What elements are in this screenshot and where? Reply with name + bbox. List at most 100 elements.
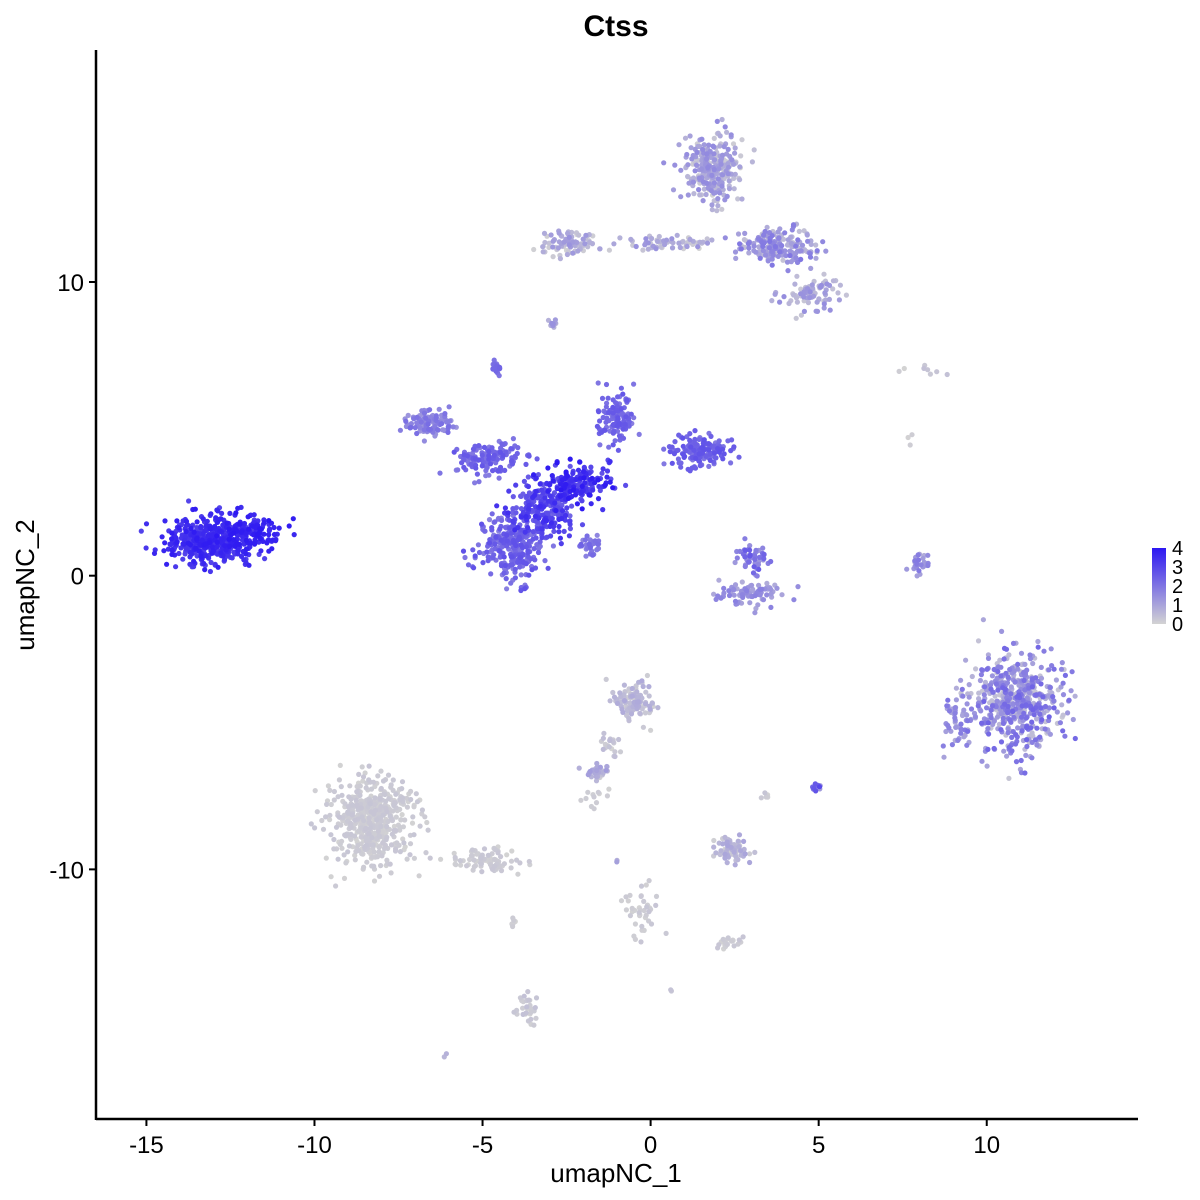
data-point [578,541,584,547]
data-point [419,807,425,813]
data-point [644,904,650,910]
data-point [458,862,464,868]
data-point [257,535,263,542]
data-point [509,923,516,930]
data-point [597,764,604,770]
data-point [759,239,765,246]
data-point [569,478,575,484]
data-point [654,238,661,244]
data-point [476,457,482,463]
data-point [920,555,926,561]
data-point [367,801,373,807]
data-point [769,256,775,262]
data-point [498,563,505,569]
data-point [696,458,703,464]
data-point [779,592,785,598]
data-point [620,391,626,397]
data-point [510,518,516,524]
data-point [550,254,556,260]
data-point [821,301,827,307]
data-point [1034,716,1040,722]
data-point [708,188,715,194]
data-point [476,443,482,449]
data-point [201,560,207,567]
data-point [979,667,985,673]
data-point [808,265,814,271]
data-point [1041,648,1047,654]
data-point [645,246,651,252]
data-point [607,458,613,465]
data-point [1051,666,1057,672]
data-point [739,137,745,143]
data-point [1000,715,1007,722]
data-point [904,566,910,572]
data-point [380,840,386,846]
data-point [520,1011,526,1018]
data-point [675,456,682,462]
data-point [213,515,219,521]
data-point [1072,735,1078,742]
data-point [676,240,682,246]
data-point [793,255,799,261]
data-point [453,862,459,868]
data-point [985,655,992,662]
data-point [523,561,529,567]
data-point [691,447,697,453]
data-point [941,754,947,760]
data-point [756,566,762,573]
x-tick-label: -15 [129,1132,164,1159]
data-point [615,394,621,400]
data-point [438,856,444,862]
data-point [337,841,343,848]
data-point [709,202,715,208]
data-point [499,517,505,524]
data-point [964,701,970,707]
data-point [377,833,383,839]
data-point [958,726,964,733]
data-point [965,718,971,724]
data-point [628,711,635,717]
data-point [711,844,717,850]
data-point [653,902,659,909]
data-point [1009,748,1015,754]
data-point [509,848,515,854]
data-point [777,249,783,255]
data-point [497,364,503,370]
data-point [680,435,686,441]
data-point [524,493,530,499]
data-point [324,801,330,808]
data-point [692,436,698,442]
data-point [1038,681,1044,687]
data-point [553,508,559,514]
data-point [943,728,949,735]
data-point [714,208,720,214]
data-point [958,721,964,727]
data-point [717,133,723,139]
data-point [976,690,982,696]
data-point [595,380,601,386]
data-point [461,464,467,470]
data-point [390,777,396,783]
data-point [628,411,634,417]
data-point [1031,712,1037,718]
data-point [604,474,610,480]
data-point [640,247,646,253]
colorbar-tick-label: 1 [1172,595,1183,617]
data-point [378,803,384,810]
data-point [768,558,774,565]
data-point [582,241,588,247]
data-point [484,465,490,471]
data-point [500,452,506,459]
data-point [509,562,515,568]
data-point [518,493,524,499]
data-point [998,711,1005,717]
data-point [187,549,193,556]
data-point [623,482,629,488]
data-point [755,602,761,608]
data-point [502,524,509,530]
data-point [243,551,249,557]
data-point [164,561,170,567]
data-point [978,708,984,714]
data-point [976,696,982,702]
data-point [780,257,786,263]
